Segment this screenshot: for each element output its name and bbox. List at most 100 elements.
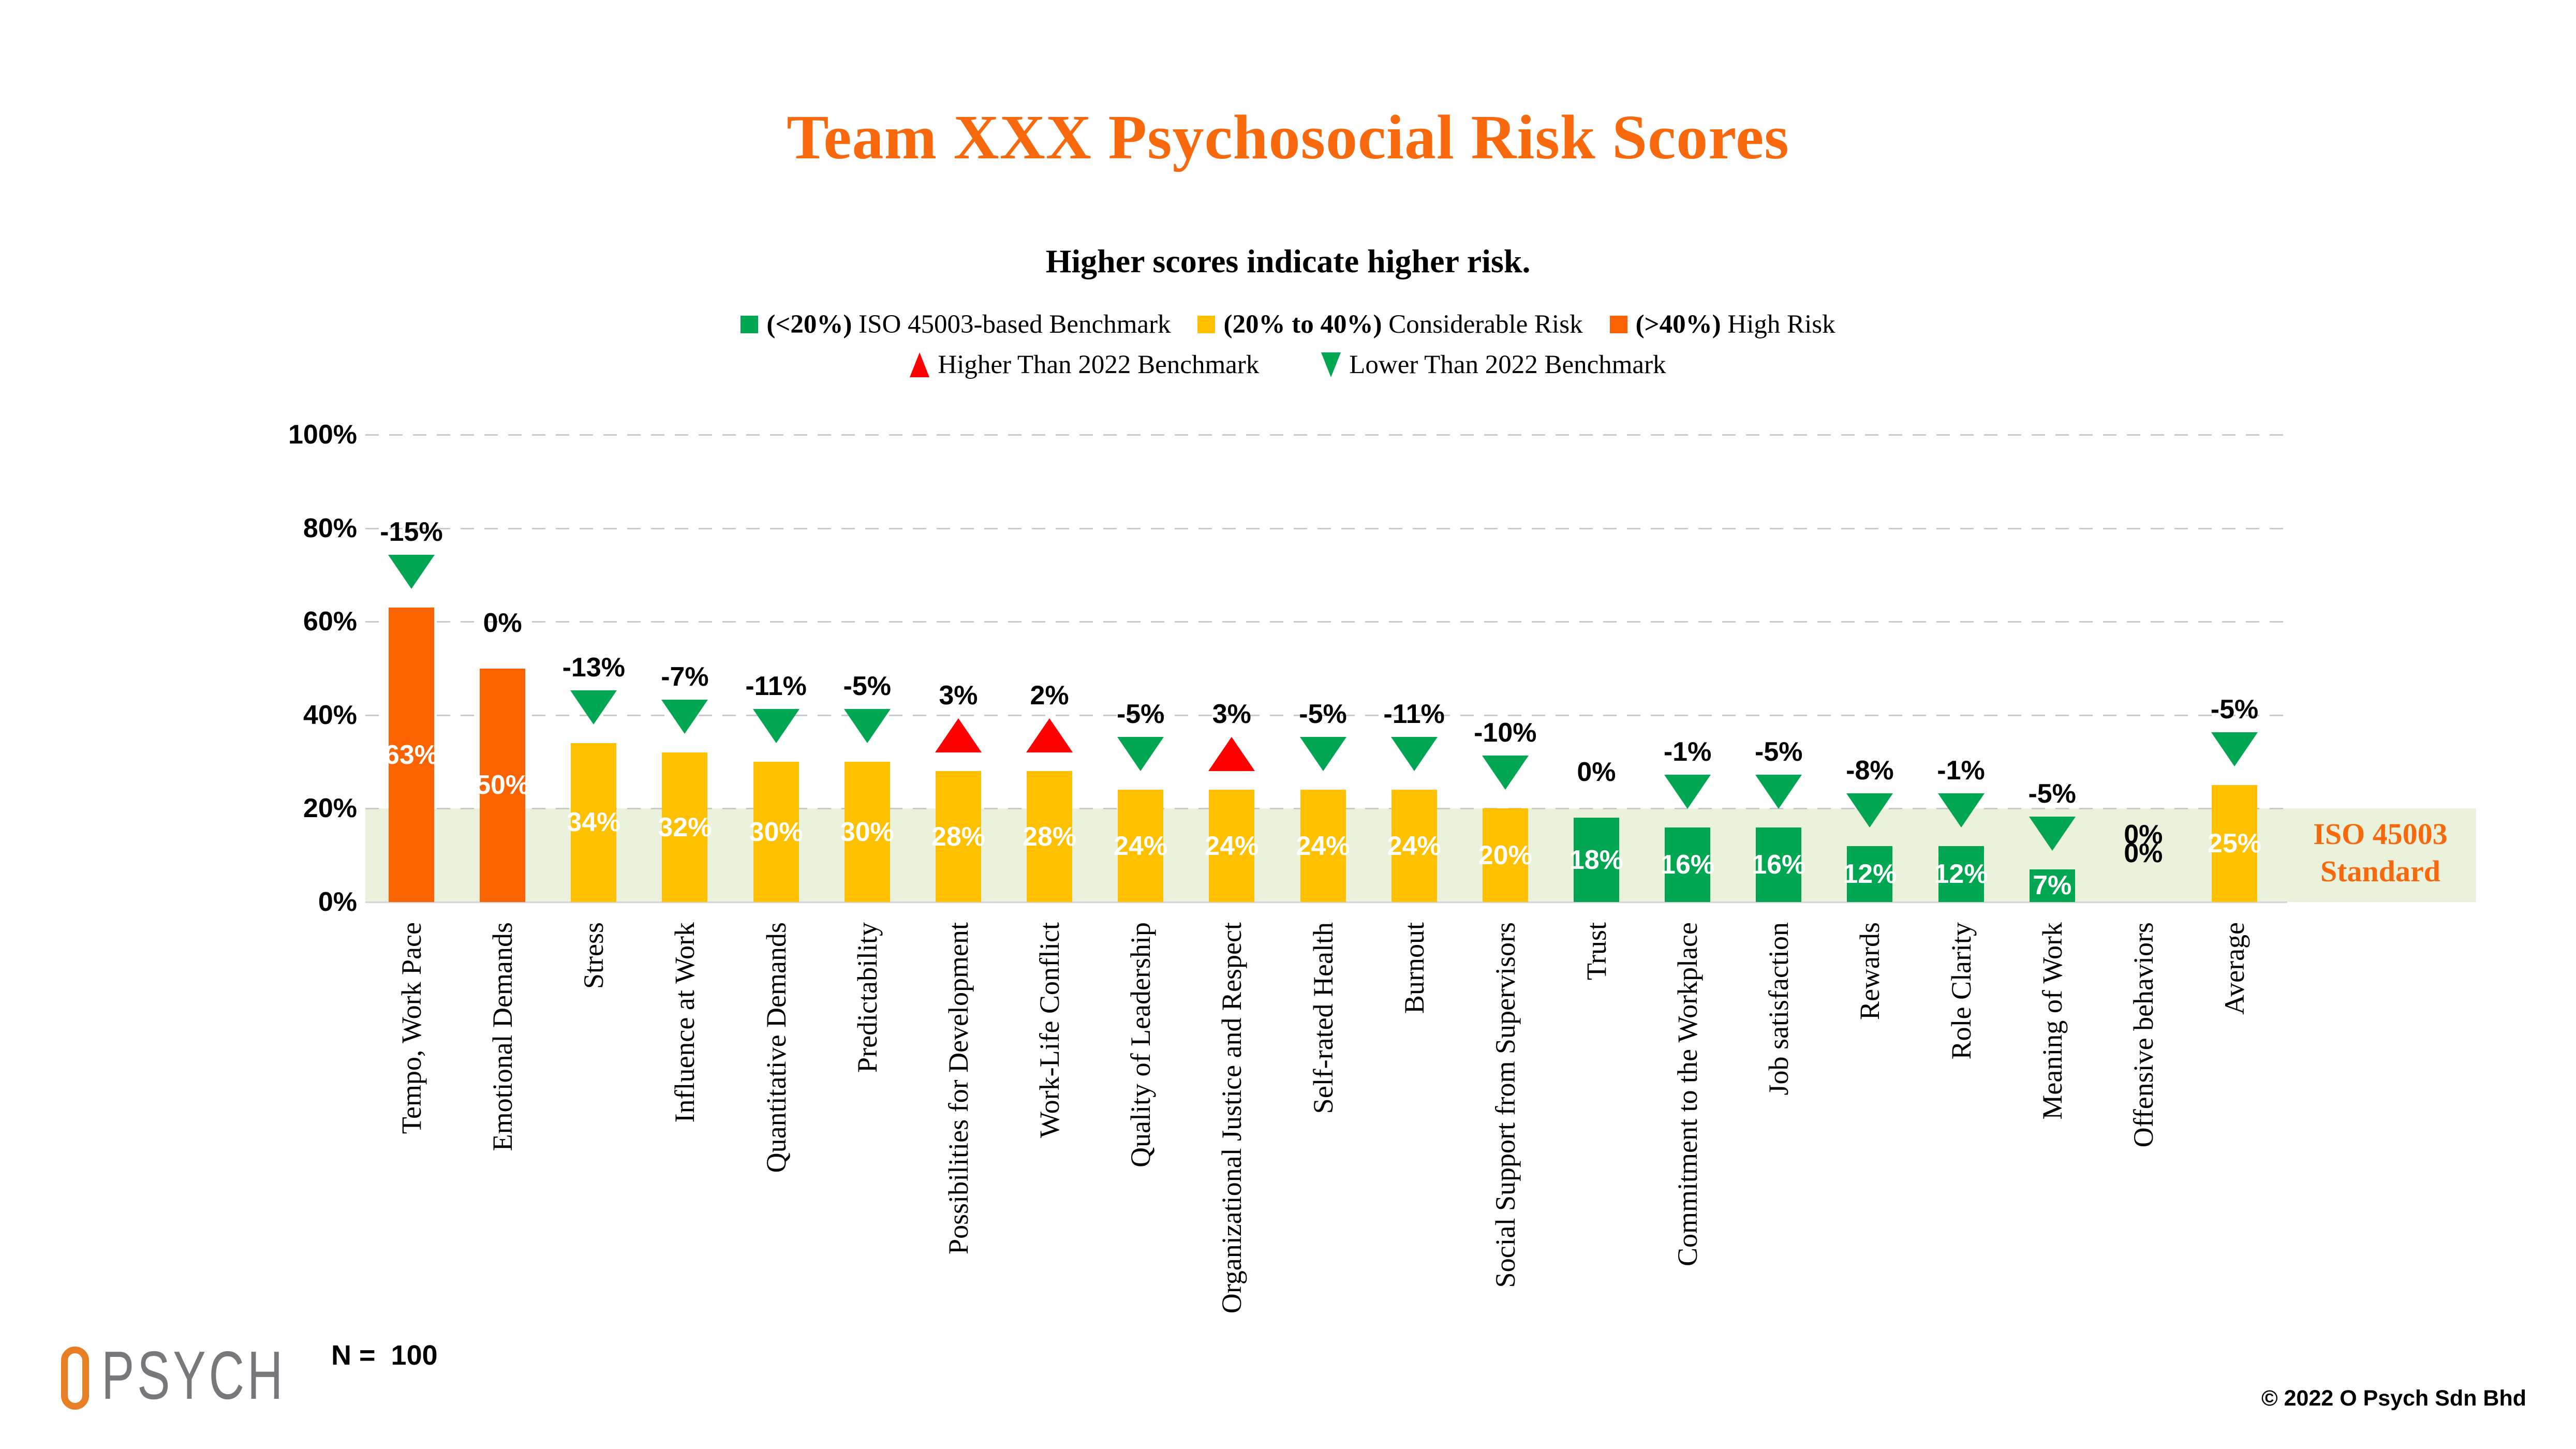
legend-range: (>40%) [1635,310,1721,339]
legend-item-benchmark: (<20%) ISO 45003-based Benchmark [741,309,1171,339]
category-label-organizational-justice-and-respect: Organizational Justice and Respect [1208,922,1255,1313]
y-axis-tick-100%: 100% [288,420,357,450]
bar-average [2212,785,2257,902]
bar-value-label-stress: 34% [567,807,621,838]
delta-label-role-clarity: -1% [1937,755,1985,786]
y-axis-tick-0%: 0% [318,887,357,917]
category-label-role-clarity: Role Clarity [1938,922,1985,1059]
bar-value-label-offensive-behaviors: 0% [2124,838,2163,868]
opsych-logo-o-icon [61,1347,89,1410]
legend-text: (>40%) High Risk [1636,309,1835,339]
green-down-triangle-icon-predictability [843,709,891,744]
legend-item-high-risk: (>40%) High Risk [1609,309,1835,339]
delta-label-organizational-justice-and-respect: 3% [1212,699,1251,730]
green-down-triangle-icon-self-rated-health [1299,737,1346,772]
category-label-text: Job satisfaction [1763,922,1795,1096]
category-label-quantitative-demands: Quantitative Demands [753,922,800,1173]
category-label-rewards: Rewards [1846,922,1893,1020]
category-label-text: Possibilities for Development [942,922,974,1254]
delta-label-work-life-conflict: 2% [1030,681,1069,711]
bar-value-label-emotional-demands: 50% [476,770,530,801]
category-label-offensive-behaviors: Offensive behaviors [2120,922,2167,1147]
green-down-triangle-icon [1321,352,1341,377]
iso-standard-band-label: ISO 45003 Standard [2290,816,2471,890]
bar-rewards [1847,846,1893,902]
delta-label-meaning-of-work: -5% [2028,778,2076,809]
legend-label: High Risk [1727,310,1835,339]
green-down-triangle-icon-quantitative-demands [752,709,800,744]
benchmark-marker-legend: Higher Than 2022 Benchmark Lower Than 20… [0,350,2576,380]
y-axis-tick-60%: 60% [303,607,357,637]
category-label-text: Influence at Work [669,922,701,1123]
bar-social-support-from-supervisors [1482,808,1528,902]
gridline-80% [365,527,2287,529]
green-down-triangle-icon-meaning-of-work [2029,816,2076,851]
bar-value-label-trust: 18% [1569,845,1623,875]
bar-value-label-commitment-to-the-workplace: 16% [1661,849,1715,880]
category-label-text: Commitment to the Workplace [1672,922,1704,1267]
bar-trust [1573,818,1619,902]
green-down-triangle-icon-tempo-work-pace [388,555,435,589]
legend-item-higher: Higher Than 2022 Benchmark [910,350,1259,380]
category-label-stress: Stress [570,922,617,989]
bar-value-label-tempo-work-pace: 63% [384,740,439,770]
bar-value-label-quality-of-leadership: 24% [1114,831,1168,861]
green-down-triangle-icon-social-support-from-supervisors [1482,756,1529,790]
bar-value-label-quantitative-demands: 30% [749,817,803,847]
category-label-emotional-demands: Emotional Demands [479,922,526,1151]
legend-text: (<20%) ISO 45003-based Benchmark [766,309,1171,339]
legend-label: Higher Than 2022 Benchmark [938,350,1260,379]
bar-value-label-work-life-conflict: 28% [1023,821,1077,852]
delta-label-offensive-behaviors: 0% [2124,820,2163,850]
bar-meaning-of-work [2029,869,2075,902]
green-down-triangle-icon-job-satisfaction [1755,774,1802,809]
bar-value-label-meaning-of-work: 7% [2033,870,2072,901]
copyright-notice: © 2022 O Psych Sdn Bhd [2261,1386,2526,1411]
green-down-triangle-icon-burnout [1390,737,1438,772]
bar-value-label-self-rated-health: 24% [1296,831,1350,861]
delta-label-rewards: -8% [1846,755,1894,786]
bar-stress [571,743,617,902]
category-label-text: Burnout [1398,922,1430,1014]
bar-value-label-job-satisfaction: 16% [1752,849,1806,880]
bar-predictability [844,762,890,902]
category-label-average: Average [2211,922,2258,1015]
green-down-triangle-icon-stress [570,690,617,724]
green-down-triangle-icon-rewards [1846,793,1893,827]
legend-label: Considerable Risk [1388,310,1583,339]
delta-label-social-support-from-supervisors: -10% [1474,718,1537,748]
bar-tempo-work-pace [389,608,434,902]
bar-organizational-justice-and-respect [1209,790,1255,902]
category-label-text: Predictability [851,922,883,1073]
category-label-job-satisfaction: Job satisfaction [1755,922,1802,1095]
category-label-predictability: Predictability [844,922,891,1073]
delta-label-emotional-demands: 0% [483,608,522,638]
category-label-text: Role Clarity [1945,922,1977,1060]
yellow-square-icon [1197,316,1216,333]
y-axis-tick-20%: 20% [303,793,357,824]
gridline-40% [365,714,2287,716]
category-label-burnout: Burnout [1391,922,1438,1014]
red-up-triangle-icon-work-life-conflict [1026,718,1073,753]
orange-square-icon [1609,316,1627,333]
bar-value-label-possibilities-for-development: 28% [931,821,985,852]
legend-item-considerable: (20% to 40%) Considerable Risk [1197,309,1583,339]
category-label-text: Stress [578,922,610,989]
risk-level-legend: (<20%) ISO 45003-based Benchmark (20% to… [0,309,2576,339]
category-label-text: Quantitative Demands [760,922,792,1173]
bar-value-label-rewards: 12% [1843,859,1897,889]
gridline-60% [365,621,2287,623]
category-label-possibilities-for-development: Possibilities for Development [935,922,982,1254]
legend-label: Lower Than 2022 Benchmark [1349,350,1666,379]
category-label-meaning-of-work: Meaning of Work [2029,922,2076,1120]
delta-label-self-rated-health: -5% [1299,699,1347,730]
category-label-text: Trust [1580,922,1612,981]
bar-commitment-to-the-workplace [1665,827,1711,902]
green-down-triangle-icon-average [2211,732,2258,767]
delta-label-burnout: -11% [1383,699,1445,730]
bar-value-label-organizational-justice-and-respect: 24% [1205,831,1259,861]
chart-subtitle: Higher scores indicate higher risk. [1045,243,1531,279]
category-label-quality-of-leadership: Quality of Leadership [1117,922,1164,1167]
bar-quantitative-demands [753,762,799,902]
